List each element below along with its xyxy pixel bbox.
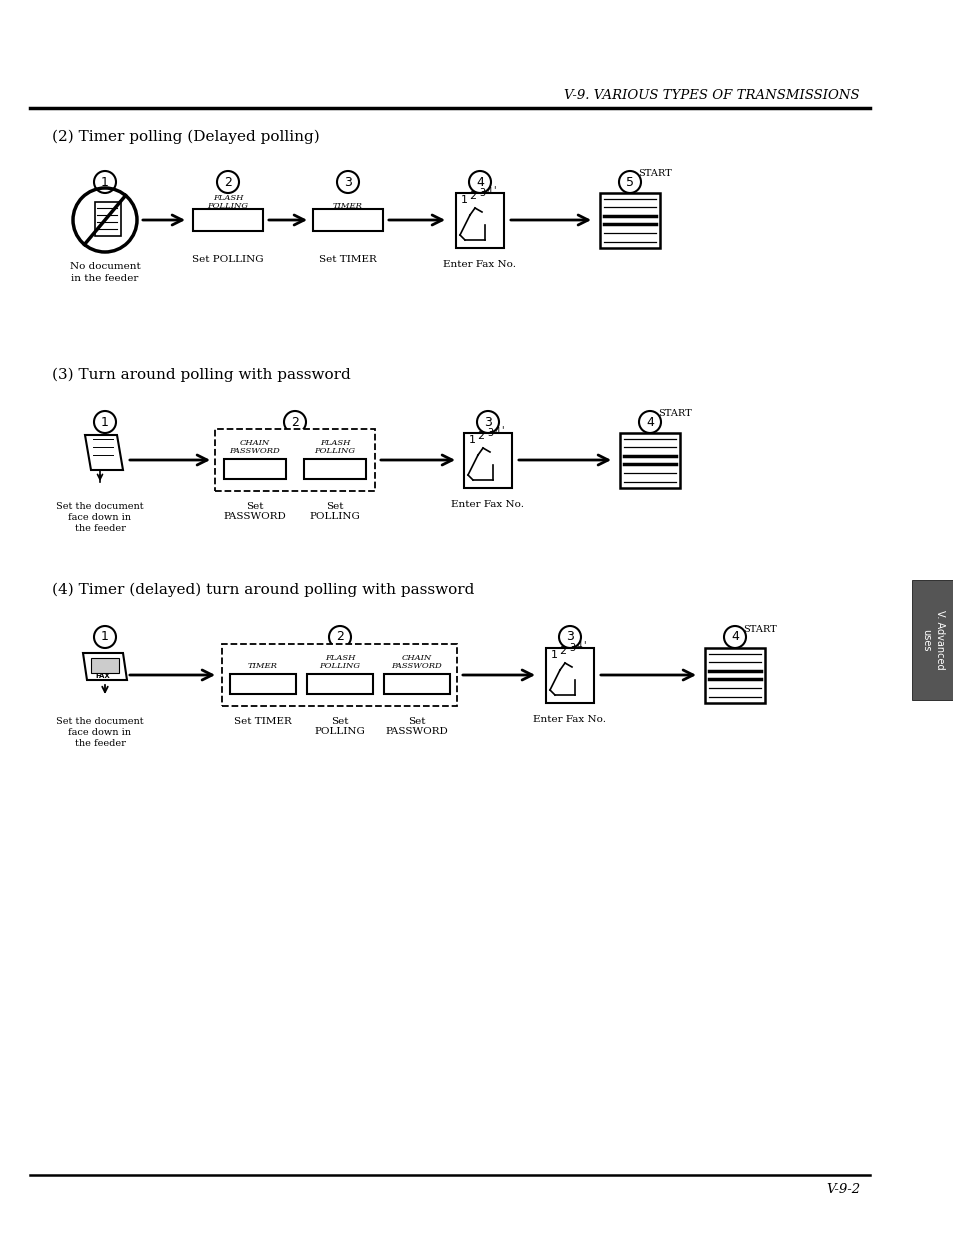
Text: 4: 4 [486,186,492,195]
Text: Set POLLING: Set POLLING [192,254,264,264]
Text: No document: No document [70,262,140,270]
Text: FAX: FAX [95,673,111,679]
Text: 2: 2 [476,431,484,441]
Bar [224,459,286,479]
Text: Enter Fax No.: Enter Fax No. [533,715,606,724]
Text: Set: Set [331,718,349,726]
Text: 1: 1 [101,175,109,189]
Text: CHAIN: CHAIN [239,438,270,447]
Text: POLLING: POLLING [309,513,360,521]
Bar [599,193,659,247]
Text: 2: 2 [224,175,232,189]
Text: Set: Set [326,501,343,511]
Text: 1: 1 [101,631,109,643]
Text: V-9. VARIOUS TYPES OF TRANSMISSIONS: V-9. VARIOUS TYPES OF TRANSMISSIONS [564,89,859,103]
Text: PASSWORD: PASSWORD [392,662,442,671]
Text: 3: 3 [486,429,493,438]
Text: FLASH: FLASH [319,438,350,447]
Bar [222,643,457,706]
Bar [214,429,375,492]
Bar [230,674,295,694]
Text: Set TIMER: Set TIMER [319,254,376,264]
Text: 3: 3 [565,631,574,643]
Text: START: START [742,625,776,634]
Text: 4: 4 [730,631,739,643]
Text: the feeder: the feeder [74,739,125,748]
Text: 1: 1 [550,650,557,659]
Text: 1: 1 [468,435,475,445]
Text: in the feeder: in the feeder [71,274,138,283]
Text: Set the document: Set the document [56,501,144,511]
Text: PASSWORD: PASSWORD [230,447,280,454]
Bar [313,209,382,231]
Bar [456,193,503,247]
Text: 2: 2 [291,415,298,429]
Text: face down in: face down in [69,727,132,737]
Text: V-9-2: V-9-2 [825,1183,859,1195]
Text: PASSWORD: PASSWORD [223,513,286,521]
Text: 4: 4 [576,641,581,651]
Text: 3: 3 [568,643,575,653]
Text: 4: 4 [494,426,499,436]
Text: CHAIN: CHAIN [401,655,432,662]
Polygon shape [83,653,127,680]
Bar [619,432,679,488]
Text: ': ' [500,425,503,435]
Text: START: START [658,410,691,419]
Text: ': ' [493,185,495,195]
Text: Set the document: Set the document [56,718,144,726]
Text: ': ' [582,640,584,650]
Text: FLASH: FLASH [213,194,243,203]
Text: 3: 3 [478,188,484,198]
Text: (4) Timer (delayed) turn around polling with password: (4) Timer (delayed) turn around polling … [52,583,474,598]
Text: PASSWORD: PASSWORD [385,727,448,736]
Bar [304,459,366,479]
Polygon shape [85,435,123,471]
Bar [463,432,512,488]
Bar [704,647,764,703]
Bar [95,203,121,236]
Text: Set TIMER: Set TIMER [233,718,292,726]
Text: 5: 5 [625,175,634,189]
Text: 1: 1 [101,415,109,429]
Text: POLLING: POLLING [314,727,365,736]
Text: V. Advanced
uses: V. Advanced uses [921,610,943,669]
Bar [193,209,263,231]
Bar [91,658,119,673]
Text: 2: 2 [558,646,566,656]
Text: Set: Set [408,718,425,726]
Text: TIMER: TIMER [333,203,362,210]
Text: Enter Fax No.: Enter Fax No. [443,261,516,269]
Text: face down in: face down in [69,513,132,522]
Text: 2: 2 [335,631,344,643]
Text: 3: 3 [483,415,492,429]
Text: FLASH: FLASH [324,655,355,662]
Text: POLLING: POLLING [314,447,355,454]
Text: POLLING: POLLING [319,662,360,671]
Text: Enter Fax No.: Enter Fax No. [451,500,524,509]
Text: 3: 3 [344,175,352,189]
Text: (3) Turn around polling with password: (3) Turn around polling with password [52,368,351,383]
Bar [307,674,373,694]
Text: 4: 4 [476,175,483,189]
Bar [384,674,450,694]
Text: 1: 1 [460,195,467,205]
Bar [545,647,594,703]
Text: POLLING: POLLING [207,203,249,210]
Text: START: START [638,169,671,179]
Text: (2) Timer polling (Delayed polling): (2) Timer polling (Delayed polling) [52,130,319,144]
Text: TIMER: TIMER [248,662,277,671]
Text: the feeder: the feeder [74,524,125,534]
Text: Set: Set [246,501,263,511]
Text: 2: 2 [469,191,476,201]
Text: 4: 4 [645,415,653,429]
Bar [911,580,953,700]
